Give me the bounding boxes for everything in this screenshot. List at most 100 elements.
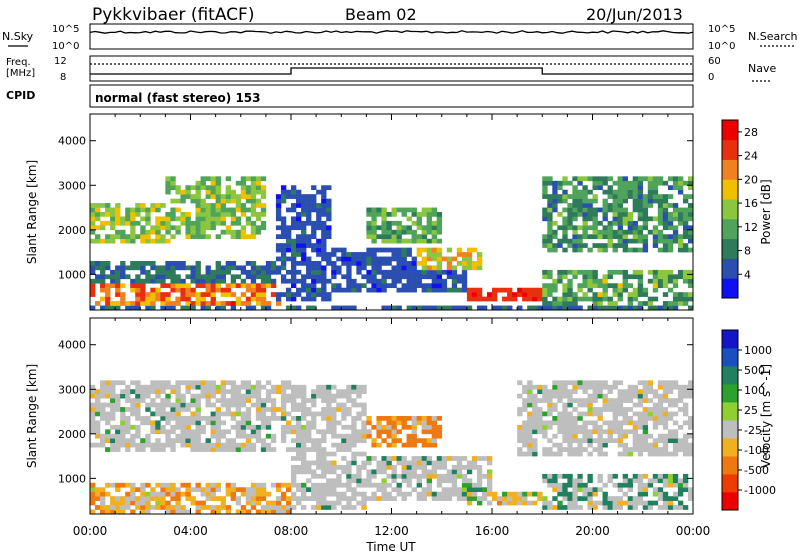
cpid-frame [89,84,694,108]
heatmap-cell [517,447,523,452]
heatmap-cell [250,278,257,284]
heatmap-cell [361,265,367,271]
heatmap-cell [230,487,237,493]
heatmap-cell [185,509,191,515]
heatmap-cell [677,407,684,412]
heatmap-cell [95,402,101,408]
heatmap-cell [532,411,538,417]
heatmap-cell [512,500,518,506]
heatmap-cell [220,398,226,403]
heatmap-cell [265,278,272,284]
heatmap-cell [562,274,568,280]
freq-trace [90,67,693,75]
heatmap-cell [346,505,352,510]
heatmap-cell [100,384,106,390]
heatmap-cell [597,283,603,289]
heatmap-cell [326,416,332,421]
heatmap-cell [140,203,146,208]
heatmap-cell [240,402,247,408]
heatmap-cell [210,203,216,208]
heatmap-cell [582,194,588,199]
heatmap-cell [260,189,267,195]
heatmap-cell [260,287,267,293]
heatmap-cell [647,389,654,395]
heatmap-cell [90,220,96,226]
heatmap-cell [562,402,568,408]
heatmap-cell [100,496,106,501]
heatmap-cell [406,433,412,439]
heatmap-cell [245,234,252,240]
heatmap-cell [677,301,684,306]
heatmap-cell [235,407,242,412]
heatmap-cell [597,451,603,457]
heatmap-cell [301,487,307,493]
heatmap-cell [180,482,186,488]
heatmap-cell [170,442,176,448]
heatmap-cell [592,305,598,311]
heatmap-cell [311,389,317,395]
heatmap-cell [682,198,689,204]
heatmap-cell [145,220,151,226]
heatmap-cell [617,420,623,426]
heatmap-cell [456,278,463,284]
heatmap-cell [592,198,598,204]
heatmap-cell [557,185,563,191]
heatmap-cell [657,398,664,403]
heatmap-cell [386,460,392,466]
heatmap-cell [391,265,397,271]
heatmap-cell [100,389,106,395]
heatmap-cell [250,500,257,506]
heatmap-cell [527,451,533,457]
heatmap-cell [110,402,116,408]
heatmap-cell [597,296,603,302]
heatmap-cell [100,287,106,293]
heatmap-cell [687,207,694,213]
heatmap-cell [481,496,488,501]
heatmap-cell [687,225,694,231]
heatmap-cell [396,261,402,266]
heatmap-cell [311,229,317,235]
heatmap-cell [677,478,684,484]
heatmap-cell [245,411,252,417]
heatmap-cell [230,442,237,448]
heatmap-cell [185,216,191,222]
heatmap-cell [321,438,327,444]
heatmap-cell [431,460,438,466]
heatmap-cell [587,305,593,311]
heatmap-cell [285,380,292,386]
heatmap-cell [572,305,578,311]
heatmap-cell [175,274,181,280]
heatmap-cell [441,491,448,497]
heatmap-cell [426,424,433,430]
heatmap-cell [90,482,96,488]
heatmap-cell [617,185,623,191]
heatmap-cell [280,384,287,390]
heatmap-cell [306,296,312,302]
heatmap-cell [280,509,287,515]
heatmap-cell [115,442,121,448]
heatmap-cell [376,261,382,266]
heatmap-cell [200,185,206,191]
heatmap-cell [105,482,111,488]
heatmap-cell [331,487,337,493]
velocity-colorbar-label: Velocity [m s^-1] [759,364,773,468]
heatmap-cell [346,274,352,280]
heatmap-cell [682,447,689,452]
heatmap-cell [547,407,553,412]
heatmap-cell [140,287,146,293]
heatmap-cell [657,416,664,421]
heatmap-cell [291,247,297,253]
heatmap-cell [612,292,618,297]
heatmap-cell [115,500,121,506]
heatmap-cell [481,473,488,479]
heatmap-cell [250,393,257,399]
heatmap-cell [245,185,252,191]
heatmap-cell [582,429,588,435]
heatmap-cell [552,283,558,289]
heatmap-cell [351,456,357,461]
heatmap-cell [105,203,111,208]
y-tick-label: 1000 [58,472,86,485]
heatmap-cell [582,185,588,191]
heatmap-cell [657,247,664,253]
heatmap-cell [145,301,151,306]
